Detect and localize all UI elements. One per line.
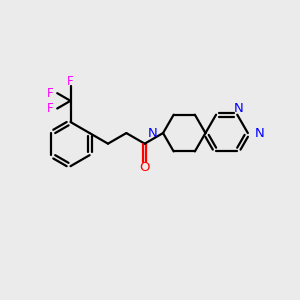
Text: O: O [140, 161, 150, 174]
Text: F: F [47, 102, 54, 115]
Text: N: N [234, 102, 244, 115]
Text: F: F [67, 75, 74, 88]
Text: N: N [254, 127, 264, 140]
Text: N: N [148, 127, 158, 140]
Text: F: F [47, 87, 54, 100]
